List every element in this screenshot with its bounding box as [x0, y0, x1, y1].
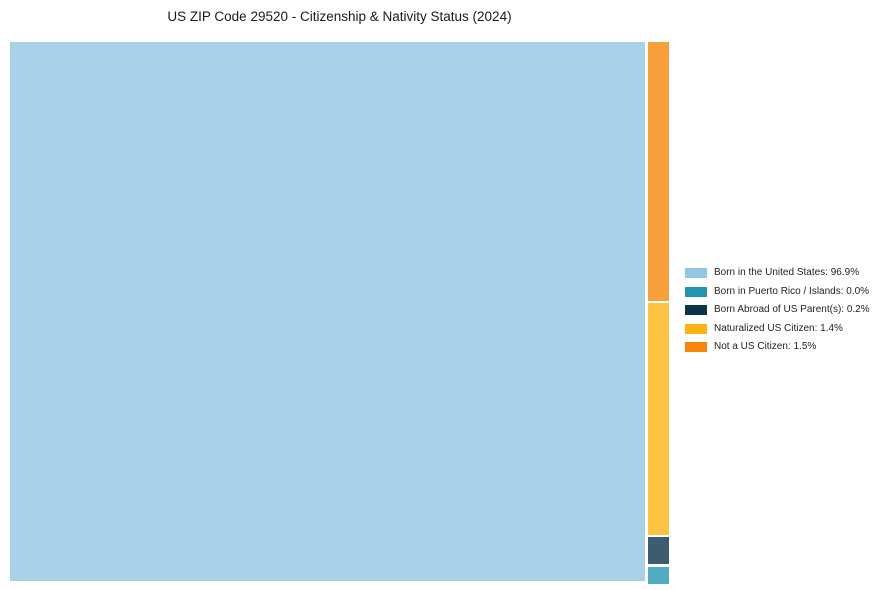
legend-item-born-abroad: Born Abroad of US Parent(s): 0.2%: [685, 305, 870, 315]
legend-label-born-abroad: Born Abroad of US Parent(s): 0.2%: [714, 304, 870, 315]
chart-title: US ZIP Code 29520 - Citizenship & Nativi…: [167, 9, 512, 24]
legend-label-puerto-rico: Born in Puerto Rico / Islands: 0.0%: [714, 285, 870, 297]
legend-label-naturalized: Naturalized US Citizen: 1.4%: [714, 322, 843, 334]
legend: Born in the United States: 96.9% Born in…: [685, 268, 870, 361]
legend-swatch-not-citizen: [685, 342, 707, 352]
legend-label-born-in-us: Born in the United States: 96.9%: [714, 267, 860, 278]
legend-item-puerto-rico: Born in Puerto Rico / Islands: 0.0%: [685, 285, 870, 297]
treemap-block-not-us-citizen: [648, 42, 669, 301]
treemap-block-naturalized-citizen: [648, 303, 669, 535]
treemap-block-born-abroad: [648, 537, 669, 564]
treemap-block-puerto-rico: [648, 567, 669, 584]
legend-item-naturalized: Naturalized US Citizen: 1.4%: [685, 322, 870, 334]
legend-item-born-in-us: Born in the United States: 96.9%: [685, 268, 870, 278]
treemap-block-born-in-us: [10, 42, 645, 581]
legend-item-not-citizen: Not a US Citizen: 1.5%: [685, 342, 870, 352]
legend-swatch-born-in-us: [685, 268, 707, 278]
legend-label-not-citizen: Not a US Citizen: 1.5%: [714, 341, 817, 352]
legend-swatch-naturalized: [685, 323, 707, 334]
legend-swatch-puerto-rico: [685, 286, 707, 297]
legend-swatch-born-abroad: [685, 305, 707, 315]
